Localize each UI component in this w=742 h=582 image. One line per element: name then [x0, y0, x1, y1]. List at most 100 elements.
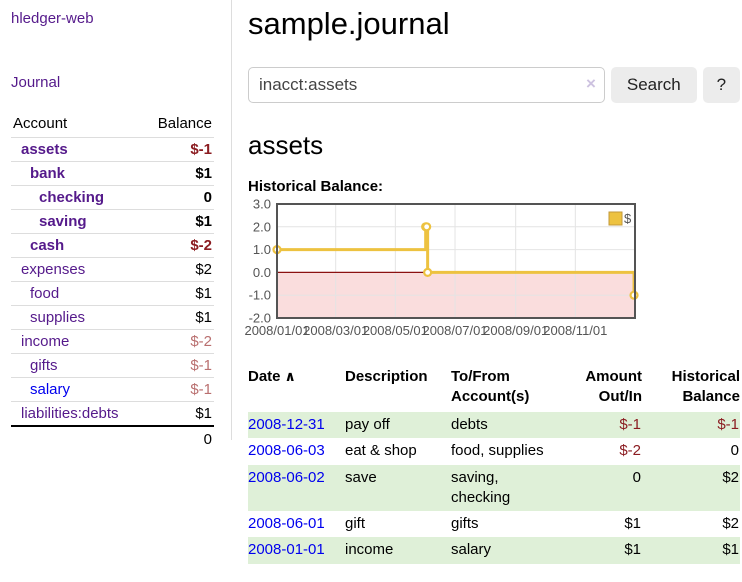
account-balance: $1 [142, 401, 214, 426]
account-row-supplies: supplies $1 [11, 305, 214, 330]
main-content: sample.journal × Search ? assets Histori… [232, 0, 742, 564]
search-button[interactable]: Search [610, 66, 697, 103]
transaction-accounts: saving, checking [451, 468, 511, 506]
account-link-assets[interactable]: assets [21, 141, 68, 158]
transaction-row: 2008-06-03 eat & shop food, supplies $-2… [248, 438, 740, 464]
account-row-saving: saving $1 [11, 209, 214, 234]
transaction-amount: $-1 [619, 416, 641, 434]
register-header-accounts: To/From Account(s) [451, 367, 530, 405]
account-link-salary[interactable]: salary [30, 381, 71, 398]
transaction-date-link[interactable]: 2008-06-03 [248, 442, 325, 460]
transaction-amount: $1 [624, 515, 641, 533]
sort-ascending-icon: ∧ [284, 367, 296, 384]
accounts-table: Account Balance assets $-1 bank $1 check… [11, 112, 214, 452]
accounts-total-row: 0 [11, 425, 214, 452]
svg-text:0.0: 0.0 [253, 265, 271, 280]
svg-text:3.0: 3.0 [253, 196, 271, 211]
account-row-expenses: expenses $2 [11, 257, 214, 282]
account-row-liabilities-debts: liabilities:debts $1 [11, 401, 214, 426]
account-balance: $1 [142, 305, 214, 330]
register-header-row: Date ∧ Description To/From Account(s) Amo… [248, 365, 740, 413]
transaction-accounts: debts [451, 416, 488, 434]
transaction-date-link[interactable]: 2008-01-01 [248, 541, 325, 559]
account-link-income[interactable]: income [21, 333, 70, 350]
account-link-gifts[interactable]: gifts [30, 357, 58, 374]
account-link-liabilities-debts[interactable]: liabilities:debts [21, 405, 119, 422]
transaction-balance: $1 [722, 541, 739, 559]
accounts-header-account: Account [13, 115, 68, 132]
svg-text:$: $ [624, 211, 632, 226]
account-balance: $-2 [142, 329, 214, 354]
accounts-total-value: 0 [142, 425, 214, 452]
account-link-supplies[interactable]: supplies [30, 309, 86, 326]
svg-text:-1.0: -1.0 [249, 287, 271, 302]
svg-text:2008/05/01: 2008/05/01 [363, 323, 428, 338]
transaction-description: income [345, 541, 394, 559]
transaction-row: 2008-12-31 pay off debts $-1 $-1 [248, 412, 740, 439]
sidebar-item-journal[interactable]: Journal [11, 74, 61, 91]
account-row-cash: cash $-2 [11, 233, 214, 258]
account-link-saving[interactable]: saving [39, 213, 87, 230]
transaction-row: 2008-06-02 save saving, checking 0 $2 [248, 464, 740, 512]
transaction-row: 2008-06-01 gift gifts $1 $2 [248, 511, 740, 537]
account-balance: $-2 [142, 233, 214, 258]
svg-text:-2.0: -2.0 [249, 310, 271, 325]
account-link-checking[interactable]: checking [39, 189, 105, 206]
transaction-accounts: gifts [451, 515, 479, 533]
historical-balance-chart: $3.0 2.0 1.0 0.0 -1.0 -2.02008/01/012008/03/0… [244, 196, 639, 338]
transaction-description: save [345, 468, 377, 486]
account-balance: $1 [142, 209, 214, 234]
account-balance: $1 [142, 161, 214, 186]
page-title: sample.journal [248, 6, 450, 41]
account-row-food: food $1 [11, 281, 214, 306]
account-link-cash[interactable]: cash [30, 237, 65, 254]
account-row-assets: assets $-1 [11, 137, 214, 162]
account-heading: assets [248, 129, 324, 160]
transaction-balance: $2 [722, 468, 739, 486]
app-brand-link[interactable]: hledger-web [11, 10, 94, 27]
svg-text:2.0: 2.0 [253, 219, 271, 234]
transaction-date-link[interactable]: 2008-12-31 [248, 416, 325, 434]
svg-text:1.0: 1.0 [253, 242, 271, 257]
search-form: × Search ? [248, 66, 740, 103]
transaction-date-link[interactable]: 2008-06-02 [248, 468, 325, 486]
svg-text:2008/09/01: 2008/09/01 [483, 323, 548, 338]
transaction-description: pay off [345, 416, 390, 434]
account-link-expenses[interactable]: expenses [21, 261, 86, 278]
account-balance: 0 [142, 185, 214, 210]
accounts-header-row: Account Balance [11, 112, 214, 138]
accounts-header-balance: Balance [157, 115, 212, 132]
clear-search-icon[interactable]: × [585, 73, 596, 93]
help-button[interactable]: ? [702, 66, 740, 103]
transaction-amount: 0 [632, 468, 641, 486]
chart-title: Historical Balance: [248, 177, 384, 195]
svg-text:2008/11/01: 2008/11/01 [543, 323, 607, 338]
transaction-amount: $-2 [619, 442, 641, 460]
account-link-bank[interactable]: bank [30, 165, 66, 182]
svg-text:2008/07/01: 2008/07/01 [422, 323, 487, 338]
transaction-date-link[interactable]: 2008-06-01 [248, 515, 325, 533]
transaction-accounts: salary [451, 541, 492, 559]
transaction-balance: $2 [722, 515, 739, 533]
account-balance: $-1 [142, 377, 214, 402]
account-link-food[interactable]: food [30, 285, 60, 302]
transaction-amount: $1 [624, 541, 641, 559]
transaction-row: 2008-01-01 income salary $1 $1 [248, 537, 740, 564]
search-box: × [248, 66, 605, 103]
register-header-date[interactable]: Date ∧ [248, 367, 296, 385]
search-input[interactable] [248, 66, 605, 103]
account-balance: $-1 [142, 137, 214, 162]
transaction-balance: 0 [730, 442, 739, 460]
transaction-balance: $-1 [717, 416, 739, 434]
account-balance: $2 [142, 257, 214, 282]
register-table: Date ∧ Description To/From Account(s) Amo… [248, 365, 740, 564]
account-balance: $1 [142, 281, 214, 306]
account-row-gifts: gifts $-1 [11, 353, 214, 378]
transaction-accounts: food, supplies [451, 442, 544, 460]
account-row-bank: bank $1 [11, 161, 214, 186]
account-row-salary: salary $-1 [11, 377, 214, 402]
account-balance: $-1 [142, 353, 214, 378]
account-row-income: income $-2 [11, 329, 214, 354]
transaction-description: eat & shop [345, 442, 417, 460]
